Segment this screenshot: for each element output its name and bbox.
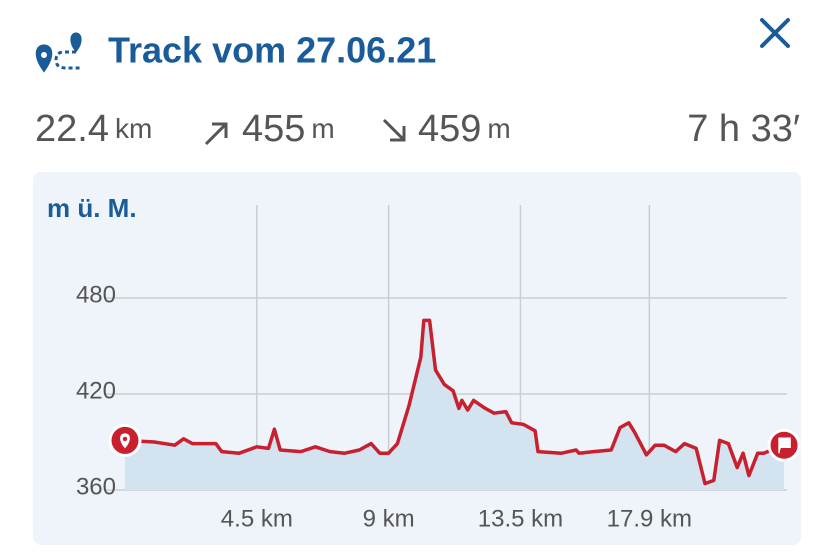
area-fill [125,320,785,490]
end-marker [767,428,801,462]
ascent-icon [204,122,228,146]
y-tick-label: 480 [76,281,116,308]
start-marker [108,423,142,457]
x-tick-label: 9 km [363,505,415,532]
plot: 360 420 480 4.5 km 9 km 13.5 km 17.9 km [76,205,801,532]
y-tick-label: 420 [76,377,116,404]
duration: 7 h 33′ [687,108,800,150]
x-tick-label: 4.5 km [221,505,293,532]
descent-icon [382,118,406,142]
x-tick-label: 13.5 km [478,505,563,532]
close-button[interactable] [760,18,790,48]
elevation-line [124,318,785,486]
y-tick-label: 360 [76,473,116,500]
ascent: 455 m [242,108,335,150]
descent: 459 m [418,108,511,150]
title: Track vom 27.06.21 [108,30,436,71]
start-marker-dot [122,436,128,442]
track-icon [35,32,82,73]
end-marker-flag [778,437,791,454]
x-tick-label: 17.9 km [607,505,692,532]
y-axis-label: m ü. M. [47,193,137,223]
distance: 22.4 km [35,108,152,150]
